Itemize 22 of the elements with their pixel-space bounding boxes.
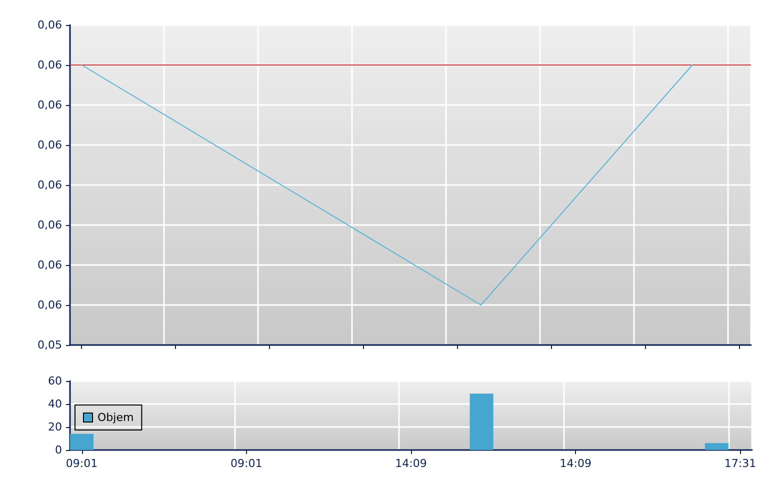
bar bbox=[704, 443, 728, 450]
y-tick-label: 0,06 bbox=[38, 298, 62, 312]
bar bbox=[70, 434, 94, 450]
y-tick-label: 40 bbox=[48, 398, 62, 410]
x-tick-label: 14:09 bbox=[395, 457, 427, 470]
x-tick-label: 14:09 bbox=[560, 457, 592, 470]
y-tick-label: 0,06 bbox=[38, 178, 62, 192]
y-tick-label: 0,06 bbox=[38, 58, 62, 72]
x-tick-label: 09:01 bbox=[230, 457, 262, 470]
y-tick-label: 0,06 bbox=[38, 18, 62, 32]
y-tick-label: 0,06 bbox=[38, 138, 62, 152]
y-tick-label: 60 bbox=[48, 374, 62, 388]
x-tick-label: 09:01 bbox=[66, 457, 98, 470]
y-tick-label: 20 bbox=[48, 420, 62, 434]
y-tick-label: 0,06 bbox=[38, 218, 62, 232]
bar bbox=[470, 394, 494, 450]
x-tick-label: 17:31 bbox=[724, 457, 756, 470]
y-tick-label: 0,05 bbox=[38, 338, 62, 352]
y-tick-label: 0,06 bbox=[38, 258, 62, 272]
y-tick-label: 0 bbox=[55, 444, 62, 456]
y-tick-label: 0,06 bbox=[38, 98, 62, 112]
legend-label: Objem bbox=[98, 411, 134, 424]
